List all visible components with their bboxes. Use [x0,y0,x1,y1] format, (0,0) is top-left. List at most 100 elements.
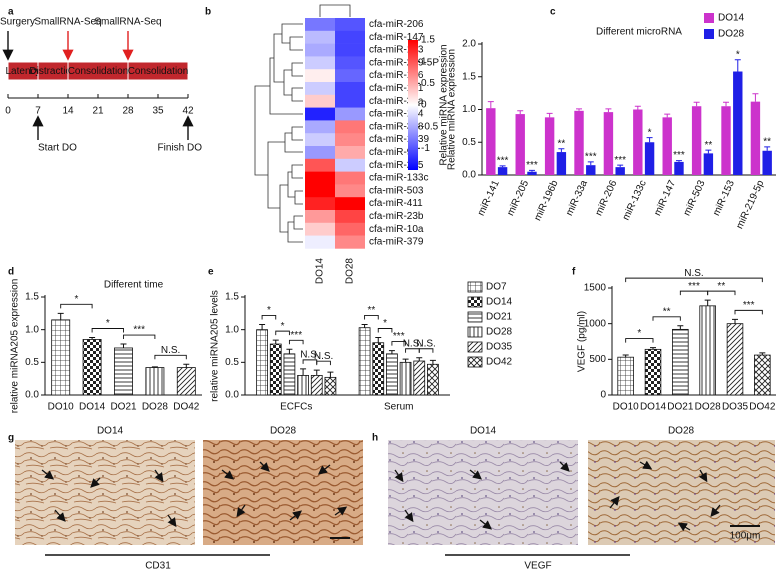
panel-label: a [8,7,14,18]
legend-swatch [467,296,483,308]
bar [644,348,662,396]
dendrogram [254,4,351,243]
chart-title: Different time [104,280,164,291]
legend-swatch [704,13,714,23]
heat-cell [335,133,365,147]
error-bar [732,318,738,324]
row-label: cfa-miR-153 [369,45,424,56]
heat-cell [305,30,335,44]
significance-bracket [625,338,654,343]
colorbar-label: Relative miRNA expression [439,44,450,165]
image-vegf-do28 [588,440,775,545]
significance-bracket [625,277,763,283]
x-tick-label: miR-219-5p [734,178,766,230]
phase-label: Consolidation [128,66,189,77]
heat-cell [305,210,335,224]
x-tick-label: DO42 [173,402,200,413]
heat-cell [335,235,365,249]
significance: * [648,127,652,138]
x-tick-label: miR-133c [621,179,649,222]
bracket-label: *** [743,300,755,311]
bar [726,323,744,396]
error-bar [546,112,553,118]
x-tick-label: DO21 [110,402,137,413]
timeline-tick-label: 28 [122,106,134,117]
timeline-tick-label: 14 [62,106,74,117]
x-tick-label: DO10 [48,402,75,413]
significance: ** [763,136,771,147]
colorbar-tick-label: -1 [421,143,430,154]
bar [556,152,567,175]
timeline-tick-label: 42 [182,106,194,117]
scale-bar [330,525,760,539]
error-bar [617,164,624,168]
histology-images [15,440,775,556]
chart-title: Different microRNA [596,27,682,38]
bar [51,319,71,396]
bar [358,327,371,396]
row-label: cfa-miR-184 [369,109,424,120]
colorbar-tick-label: 1.5 [421,35,435,46]
significance: *** [614,155,626,166]
x-tick-label: DO21 [667,402,694,413]
phase-label: Distraction [29,66,76,77]
significance-bracket [652,316,681,321]
bar [586,165,596,175]
legend-label: DO7 [486,282,507,293]
bar [372,342,385,396]
error-bar [286,348,293,354]
timeline-tick-label: 35 [152,106,164,117]
bar [497,167,508,175]
panel-label: c [550,7,556,18]
bar [703,153,714,175]
error-bar [487,101,494,109]
bar [674,161,684,175]
y-tick-label: 0.5 [25,357,39,368]
bar [297,374,309,396]
image-label: DO28 [270,426,297,437]
x-tick-label: miR-503 [682,178,708,217]
legend-label: DO28 [486,327,513,338]
y-tick-label: 1500 [584,283,607,294]
heat-cell [335,82,365,96]
error-bar [622,354,629,358]
bracket-label: * [383,318,387,329]
error-bar [576,108,583,111]
heat-cell [335,171,365,185]
panel-label: g [8,433,14,444]
bar [699,305,716,396]
error-bar [528,169,535,172]
bracket-label: * [637,328,641,339]
x-tick-label: miR-206 [593,178,619,217]
error-bar [517,110,524,115]
error-bar [259,323,266,330]
significance-bracket [154,354,187,360]
y-tick-label: 500 [589,354,606,365]
significance-bracket [364,314,379,320]
legend-label: DO21 [486,312,513,323]
bracket-label: N.S. [161,345,180,356]
y-tick-label: 1.0 [25,324,39,335]
x-tick-label: miR-147 [652,178,678,217]
bar [750,101,761,175]
heat-cell [305,235,335,249]
bar [413,360,426,396]
legend-swatch [704,29,714,39]
y-axis-label: Relative miRNA expression [447,49,458,170]
heat-cell [335,120,365,134]
error-bar [693,101,700,107]
bracket-label: N.S. [403,338,422,349]
significance-bracket [377,328,393,333]
error-bar [587,161,594,166]
heat-cell [335,56,365,70]
significance-bracket [288,339,304,345]
event-label: Finish DO [158,143,203,154]
error-bar [704,299,711,306]
bar [515,114,525,175]
arrows [41,460,721,532]
legend-swatch [467,356,483,368]
x-tick-label: miR-205 [505,178,531,217]
bar [256,329,268,396]
significance-bracket [60,303,93,309]
heat-cell [305,43,335,57]
